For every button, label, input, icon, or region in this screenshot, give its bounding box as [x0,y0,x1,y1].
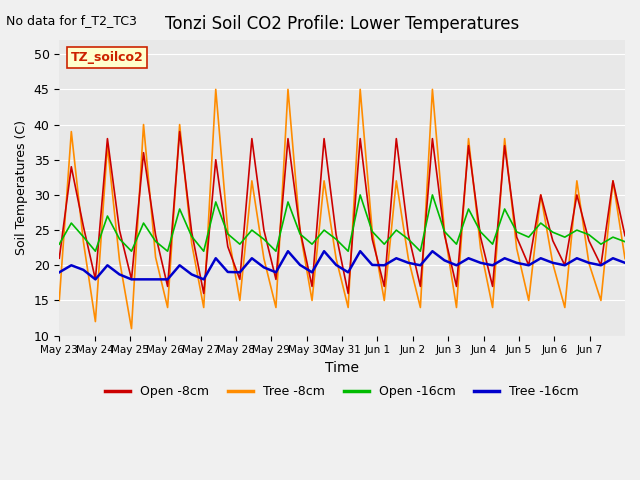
Y-axis label: Soil Temperatures (C): Soil Temperatures (C) [15,120,28,255]
Text: No data for f_T2_TC3: No data for f_T2_TC3 [6,14,137,27]
Legend: Open -8cm, Tree -8cm, Open -16cm, Tree -16cm: Open -8cm, Tree -8cm, Open -16cm, Tree -… [100,380,584,403]
Text: TZ_soilco2: TZ_soilco2 [70,51,143,64]
X-axis label: Time: Time [325,361,359,375]
Title: Tonzi Soil CO2 Profile: Lower Temperatures: Tonzi Soil CO2 Profile: Lower Temperatur… [165,15,519,33]
